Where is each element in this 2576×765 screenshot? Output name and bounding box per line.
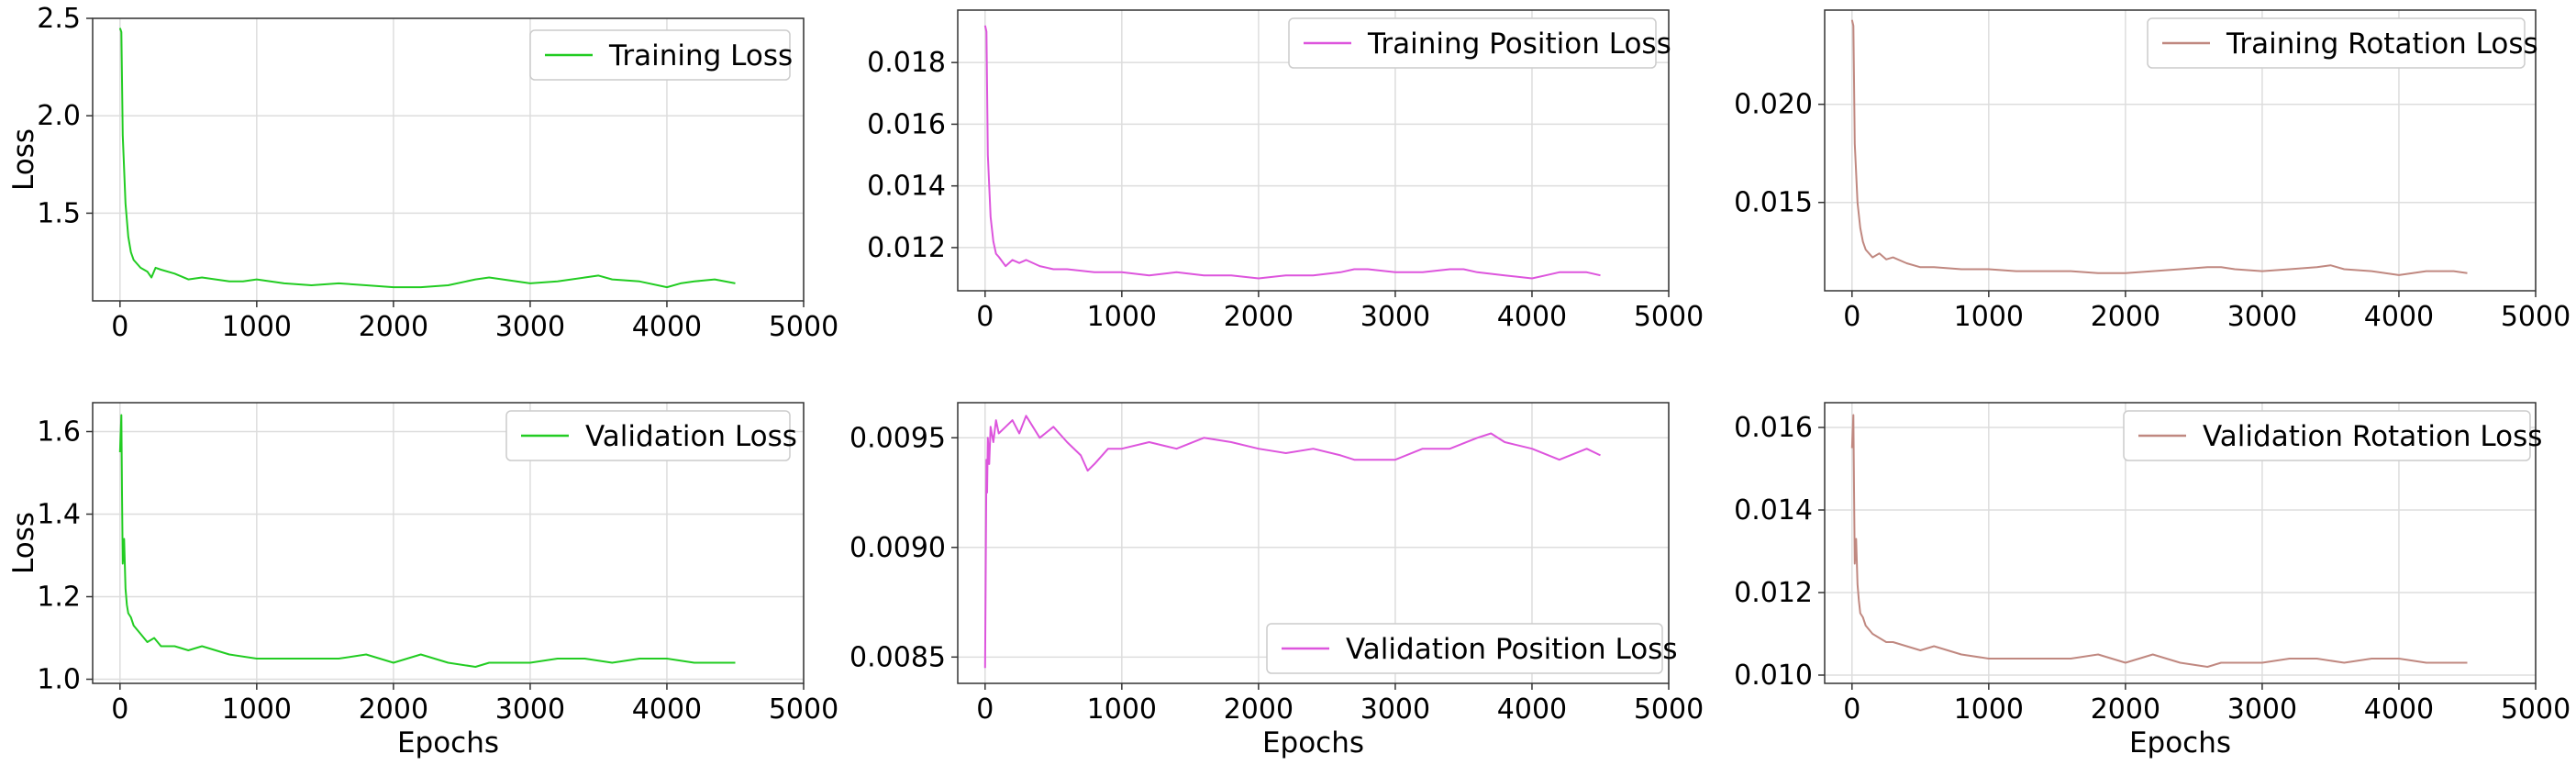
panel-6-x-tick-label-0: 0 <box>1843 693 1860 726</box>
panel-5-x-tick-label-1: 1000 <box>1087 693 1157 726</box>
panel-5-plot-frame <box>957 402 1670 684</box>
panel-6-y-tick-label-3: 0.016 <box>1734 412 1813 444</box>
panel-2-x-tick-label-5: 5000 <box>1634 301 1704 333</box>
panel-2-x-tick-label-3: 3000 <box>1360 301 1430 333</box>
panel-2-legend-box <box>1288 17 1657 69</box>
panel-6-x-axis-label: Epochs <box>2129 726 2231 759</box>
panel-1-y-axis-label: Loss <box>7 128 40 191</box>
panel-2-plot-frame <box>957 9 1670 292</box>
panel-4-y-tick-label-3: 1.6 <box>37 416 81 449</box>
panel-3-x-tick-label-5: 5000 <box>2501 301 2570 333</box>
panel-6-y-tick-label-2: 0.014 <box>1734 494 1813 527</box>
panel-2-y-tick-label-0: 0.012 <box>867 232 946 264</box>
panel-2-y-tick-label-3: 0.018 <box>867 47 946 79</box>
panel-3-y-tick-label-0: 0.015 <box>1734 187 1813 219</box>
panel-5-x-tick-label-2: 2000 <box>1224 693 1294 726</box>
panel-4-y-axis-label: Loss <box>7 512 40 574</box>
panel-6-y-tick-label-1: 0.012 <box>1734 577 1813 609</box>
panel-3-y-tick-label-1: 0.020 <box>1734 89 1813 121</box>
panel-5-x-tick-label-0: 0 <box>976 693 994 726</box>
panel-1-y-tick-label-1: 2.0 <box>37 100 81 132</box>
panel-1-x-tick-label-1: 1000 <box>222 311 292 343</box>
panel-2-y-tick-label-1: 0.014 <box>867 171 946 203</box>
panel-2-legend-label-0: Training Position Loss <box>1367 28 1671 61</box>
panel-4-x-tick-label-0: 0 <box>111 693 128 726</box>
panel-6-legend-label-0: Validation Rotation Loss <box>2203 420 2542 453</box>
panel-2-x-tick-label-2: 2000 <box>1224 301 1294 333</box>
panel-1-x-tick-label-3: 3000 <box>495 311 565 343</box>
panel-1-x-tick-label-2: 2000 <box>359 311 428 343</box>
panel-3-x-tick-label-3: 3000 <box>2227 301 2297 333</box>
panel-6-y-tick-label-0: 0.010 <box>1734 660 1813 692</box>
panel-5-series-line-0 <box>983 415 1601 669</box>
panel-1-series-line-0 <box>118 28 736 289</box>
panel-1-x-tick-label-5: 5000 <box>769 311 838 343</box>
panel-3-x-tick-label-2: 2000 <box>2091 301 2160 333</box>
panel-1-legend-box <box>529 29 791 81</box>
panel-4-x-tick-label-1: 1000 <box>222 693 292 726</box>
panel-5-legend-label-0: Validation Position Loss <box>1346 633 1677 666</box>
panel-3-legend-label-0: Training Rotation Loss <box>2226 28 2538 61</box>
panel-2-x-tick-label-4: 4000 <box>1497 301 1567 333</box>
panel-3-x-tick-label-1: 1000 <box>1954 301 2024 333</box>
panel-4-series-line-0 <box>118 414 736 668</box>
panel-4-y-tick-label-0: 1.0 <box>37 664 81 696</box>
panel-3-legend-box <box>2147 17 2526 69</box>
panel-6-x-tick-label-1: 1000 <box>1954 693 2024 726</box>
panel-5-y-tick-label-2: 0.0095 <box>849 422 946 454</box>
panel-4-legend-label-0: Validation Loss <box>585 420 797 453</box>
panel-4-plot-frame <box>92 402 805 684</box>
panel-3-x-tick-label-0: 0 <box>1843 301 1860 333</box>
panel-4-y-tick-label-2: 1.4 <box>37 499 81 531</box>
panel-4-x-tick-label-2: 2000 <box>359 693 428 726</box>
panel-5-y-tick-label-1: 0.0090 <box>849 532 946 564</box>
panel-1-legend-label-0: Training Loss <box>608 39 793 72</box>
panel-4-x-tick-label-3: 3000 <box>495 693 565 726</box>
panel-1-y-tick-label-2: 2.5 <box>37 3 81 35</box>
panel-3-plot-frame <box>1824 9 2537 292</box>
panel-6-x-tick-label-3: 3000 <box>2227 693 2297 726</box>
panel-6-plot-frame <box>1824 402 2537 684</box>
panel-2-y-tick-label-2: 0.016 <box>867 108 946 140</box>
panel-5-x-tick-label-3: 3000 <box>1360 693 1430 726</box>
panel-2-x-tick-label-0: 0 <box>976 301 994 333</box>
panel-3-x-tick-label-4: 4000 <box>2364 301 2434 333</box>
panel-1-plot-frame <box>92 17 805 302</box>
panel-6-legend-box <box>2123 410 2531 461</box>
panel-5-x-tick-label-4: 4000 <box>1497 693 1567 726</box>
panel-1-x-tick-label-4: 4000 <box>632 311 702 343</box>
panel-1-y-tick-label-0: 1.5 <box>37 197 81 229</box>
panel-5-x-axis-label: Epochs <box>1262 726 1364 759</box>
panel-2-series-line-0 <box>983 25 1601 280</box>
panel-6-x-tick-label-4: 4000 <box>2364 693 2434 726</box>
panel-2-x-tick-label-1: 1000 <box>1087 301 1157 333</box>
panel-6-series-line-0 <box>1850 414 2468 668</box>
panel-5-legend-box <box>1266 623 1663 674</box>
panel-6-x-tick-label-5: 5000 <box>2501 693 2570 726</box>
panel-4-x-tick-label-5: 5000 <box>769 693 838 726</box>
panel-3-series-line-0 <box>1850 19 2468 276</box>
panel-1-x-tick-label-0: 0 <box>111 311 128 343</box>
panel-5-x-tick-label-5: 5000 <box>1634 693 1704 726</box>
panel-4-y-tick-label-1: 1.2 <box>37 582 81 614</box>
panel-4-legend-box <box>505 410 791 461</box>
panel-4-x-tick-label-4: 4000 <box>632 693 702 726</box>
panel-5-y-tick-label-0: 0.0085 <box>849 641 946 673</box>
panel-4-x-axis-label: Epochs <box>397 726 499 759</box>
panel-6-x-tick-label-2: 2000 <box>2091 693 2160 726</box>
